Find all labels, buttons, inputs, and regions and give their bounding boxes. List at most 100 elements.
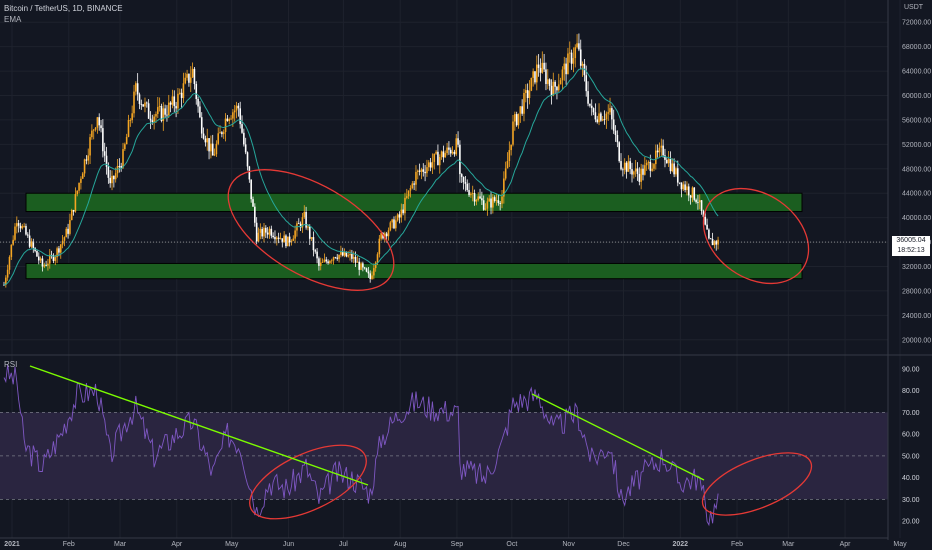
candle-body	[250, 179, 252, 200]
candle-body	[362, 263, 364, 268]
price-candles[interactable]	[3, 33, 719, 288]
candle-body	[228, 119, 231, 121]
candle-body	[341, 251, 344, 256]
candle-body	[658, 147, 661, 153]
candle-body	[186, 73, 188, 78]
candle-body	[464, 182, 467, 184]
candle-body	[336, 257, 339, 259]
candle-body	[21, 226, 24, 229]
candle-body	[455, 138, 458, 155]
candle-body	[559, 80, 562, 85]
candle-body	[385, 233, 388, 237]
candle-body	[395, 220, 397, 229]
time-tick-label: Feb	[731, 541, 743, 548]
candle-body	[230, 118, 232, 120]
candle-body	[352, 256, 355, 259]
candle-body	[94, 127, 97, 130]
candle-body	[85, 159, 88, 161]
symbol-title[interactable]: Bitcoin / TetherUS, 1D, BINANCE	[4, 4, 123, 13]
candle-body	[208, 138, 210, 152]
candle-body	[620, 161, 622, 170]
last-price-badge: 36005.04 18:52:13	[892, 236, 930, 256]
candle-body	[243, 132, 245, 145]
candle-body	[69, 220, 71, 234]
candle-body	[279, 238, 282, 240]
rsi-trendline-1	[29, 365, 369, 486]
candle-body	[510, 144, 512, 151]
candle-body	[277, 237, 280, 239]
candle-body	[523, 92, 525, 114]
candle-body	[609, 108, 611, 113]
candle-body	[603, 119, 606, 121]
circle-price-summer	[227, 169, 395, 291]
candle-body	[193, 68, 196, 84]
candle-body	[446, 147, 448, 154]
candle-body	[58, 248, 60, 253]
candle-body	[246, 152, 249, 167]
candle-body	[52, 255, 55, 261]
candle-body	[481, 198, 483, 201]
candle-body	[319, 262, 322, 266]
candle-body	[215, 143, 218, 155]
candle-body	[297, 223, 300, 225]
candle-body	[409, 188, 412, 191]
candle-body	[433, 153, 436, 162]
candle-body	[471, 193, 474, 194]
candle-body	[380, 232, 382, 239]
rsi-trendline-2	[531, 393, 705, 481]
candle-body	[23, 226, 25, 227]
candle-body	[704, 216, 707, 225]
candle-body	[314, 250, 317, 252]
indicator-label[interactable]: EMA	[4, 15, 22, 24]
candle-body	[614, 130, 617, 135]
candle-body	[136, 83, 139, 95]
candle-body	[482, 200, 485, 210]
rsi-tick-label: 60.00	[902, 432, 920, 439]
candle-body	[37, 256, 40, 261]
candle-body	[257, 232, 260, 242]
candle-body	[80, 178, 82, 183]
candle-body	[67, 228, 69, 234]
candle-body	[244, 144, 247, 153]
candle-body	[307, 226, 309, 228]
candle-body	[525, 90, 527, 93]
last-price-value: 36005.04	[896, 237, 926, 244]
candle-body	[689, 195, 692, 198]
candle-body	[671, 163, 674, 172]
candle-body	[557, 84, 560, 91]
candle-body	[655, 150, 657, 165]
candle-body	[78, 182, 80, 191]
candle-body	[373, 268, 375, 276]
candle-body	[526, 90, 529, 99]
time-tick-label: May	[225, 541, 239, 548]
candle-body	[345, 251, 348, 257]
candle-body	[338, 254, 340, 259]
candle-body	[265, 227, 267, 233]
candle-body	[334, 257, 337, 259]
candle-body	[160, 106, 163, 122]
candle-body	[248, 166, 251, 180]
price-tick-label: 48000.00	[902, 166, 931, 173]
support-zones	[25, 192, 803, 280]
circle-rsi-target	[701, 452, 813, 516]
candle-body	[116, 165, 119, 174]
candle-body	[363, 267, 366, 269]
rsi-panel[interactable]	[0, 364, 888, 527]
candle-body	[587, 91, 589, 104]
candle-body	[305, 211, 307, 228]
candle-body	[629, 161, 631, 170]
candle-body	[239, 108, 241, 125]
candle-body	[665, 159, 668, 164]
rsi-label[interactable]: RSI	[4, 360, 18, 369]
candle-body	[466, 183, 469, 191]
candle-body	[546, 79, 549, 84]
candle-body	[294, 230, 296, 239]
time-tick-label: Dec	[617, 541, 630, 548]
candle-body	[274, 237, 276, 240]
candle-body	[684, 184, 686, 190]
candle-body	[634, 168, 637, 172]
candle-body	[579, 49, 582, 66]
candle-body	[536, 64, 538, 83]
